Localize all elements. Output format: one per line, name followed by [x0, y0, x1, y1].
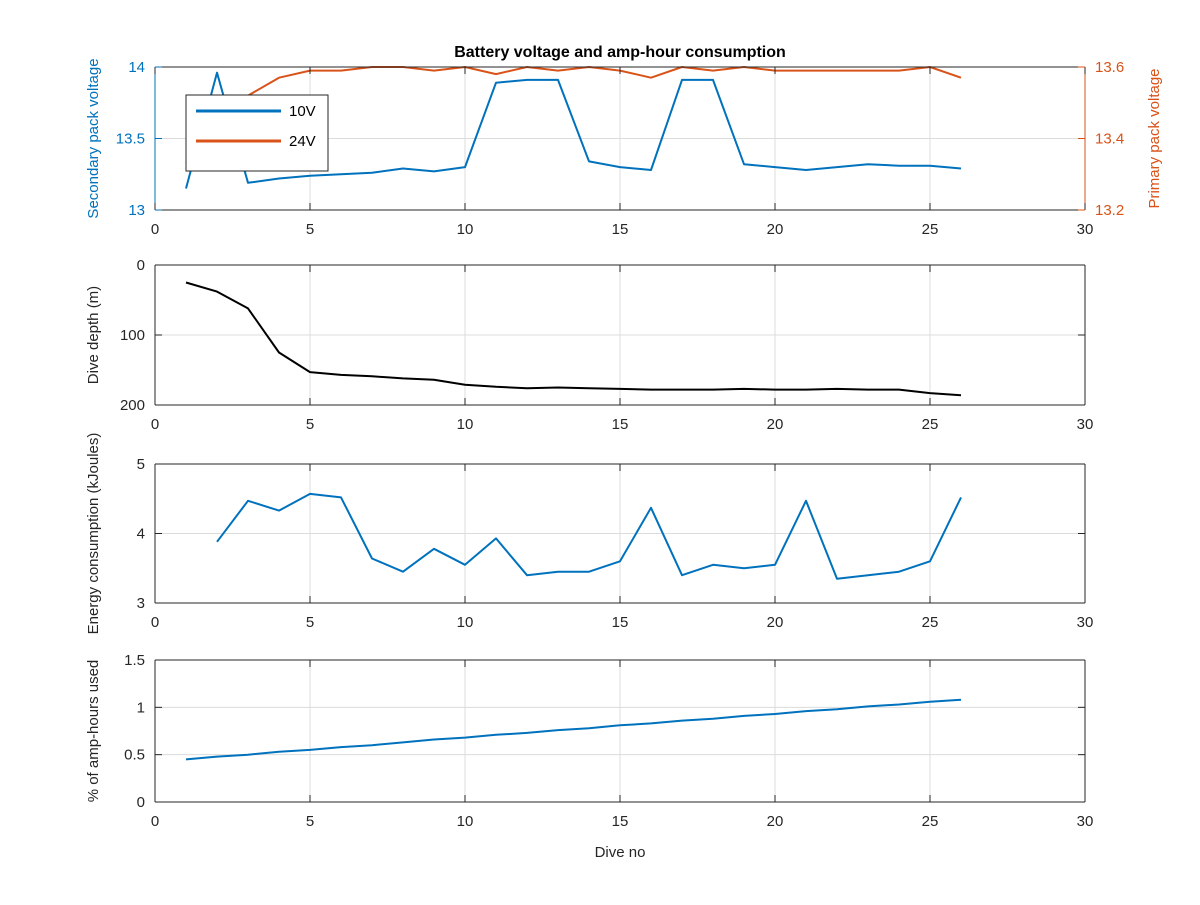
- voltage-legend: 10V 24V: [185, 94, 329, 172]
- amphours-xlabel: Dive no: [595, 844, 646, 861]
- voltage-series-24V-line: [185, 66, 962, 165]
- amphours-xtick-label: 25: [922, 813, 939, 830]
- energy-ytick-label: 5: [137, 456, 145, 473]
- voltage-xtick-label: 10: [457, 221, 474, 238]
- voltage-xtick-label: 30: [1077, 221, 1094, 238]
- amphours-xtick-label: 30: [1077, 813, 1094, 830]
- energy-xtick-label: 10: [457, 614, 474, 631]
- amphours-xtick-label: 20: [767, 813, 784, 830]
- legend-label-24V: 24V: [289, 133, 316, 150]
- energy-xtick-label: 0: [151, 614, 159, 631]
- voltage-ylabel-right: Primary pack voltage: [1146, 68, 1163, 208]
- legend-label-10V: 10V: [289, 103, 316, 120]
- amphours-xtick-label: 0: [151, 813, 159, 830]
- energy-ytick-label: 3: [137, 595, 145, 612]
- voltage-xtick-label: 5: [306, 221, 314, 238]
- voltage-ytick-right-label: 13.4: [1095, 131, 1124, 148]
- energy-xtick-label: 25: [922, 614, 939, 631]
- voltage-plot: 0 5 10 15 20 25 30 13 13.5 14 13.2 13.4 13.6 Secondar…: [85, 44, 1163, 238]
- amphours-plot: 0 5 10 15 20 25 30 0 0.5 1 1.5 % of amp-hours used D…: [85, 652, 1093, 861]
- depth-ytick-label: 100: [120, 327, 145, 344]
- amphours-xtick-label: 10: [457, 813, 474, 830]
- voltage-ytick-right-label: 13.6: [1095, 59, 1124, 76]
- energy-ylabel: Energy consumption (kJoules): [85, 433, 102, 635]
- depth-xtick-label: 10: [457, 416, 474, 433]
- amphours-ylabel: % of amp-hours used: [85, 660, 102, 803]
- depth-xtick-label: 0: [151, 416, 159, 433]
- voltage-ytick-right-label: 13.2: [1095, 202, 1124, 219]
- amphours-series-0-line: [185, 698, 962, 761]
- energy-xtick-label: 30: [1077, 614, 1094, 631]
- amphours-ytick-label: 1: [137, 699, 145, 716]
- voltage-series-10V-line: [185, 71, 962, 189]
- amphours-xtick-label: 5: [306, 813, 314, 830]
- amphours-ytick-label: 0.5: [124, 747, 145, 764]
- voltage-xtick-label: 15: [612, 221, 629, 238]
- depth-ylabel: Dive depth (m): [85, 286, 102, 384]
- voltage-title: Battery voltage and amp-hour consumption: [454, 44, 786, 61]
- voltage-ytick-label: 14: [128, 59, 145, 76]
- depth-xtick-label: 30: [1077, 416, 1094, 433]
- voltage-ylabel: Secondary pack voltage: [85, 58, 102, 218]
- energy-xtick-label: 5: [306, 614, 314, 631]
- amphours-ytick-label: 0: [137, 794, 145, 811]
- depth-ytick-label: 200: [120, 397, 145, 414]
- depth-series-0-line: [185, 281, 962, 397]
- energy-xtick-label: 15: [612, 614, 629, 631]
- amphours-xtick-label: 15: [612, 813, 629, 830]
- energy-series-0-line: [216, 492, 962, 580]
- depth-xtick-label: 20: [767, 416, 784, 433]
- voltage-ytick-label: 13: [128, 202, 145, 219]
- amphours-ytick-label: 1.5: [124, 652, 145, 669]
- energy-ytick-label: 4: [137, 526, 145, 543]
- energy-plot: 0 5 10 15 20 25 30 3 4 5 Energy consumption (kJoul…: [85, 433, 1093, 635]
- depth-xtick-label: 25: [922, 416, 939, 433]
- voltage-xtick-label: 20: [767, 221, 784, 238]
- voltage-ytick-label: 13.5: [116, 131, 145, 148]
- depth-xtick-label: 15: [612, 416, 629, 433]
- depth-ytick-label: 0: [137, 257, 145, 274]
- depth-xtick-label: 5: [306, 416, 314, 433]
- energy-xtick-label: 20: [767, 614, 784, 631]
- voltage-xtick-label: 0: [151, 221, 159, 238]
- voltage-xtick-label: 25: [922, 221, 939, 238]
- legend-box: [185, 94, 329, 172]
- depth-plot: 0 5 10 15 20 25 30 0 100 200 Dive depth (m): [85, 257, 1093, 433]
